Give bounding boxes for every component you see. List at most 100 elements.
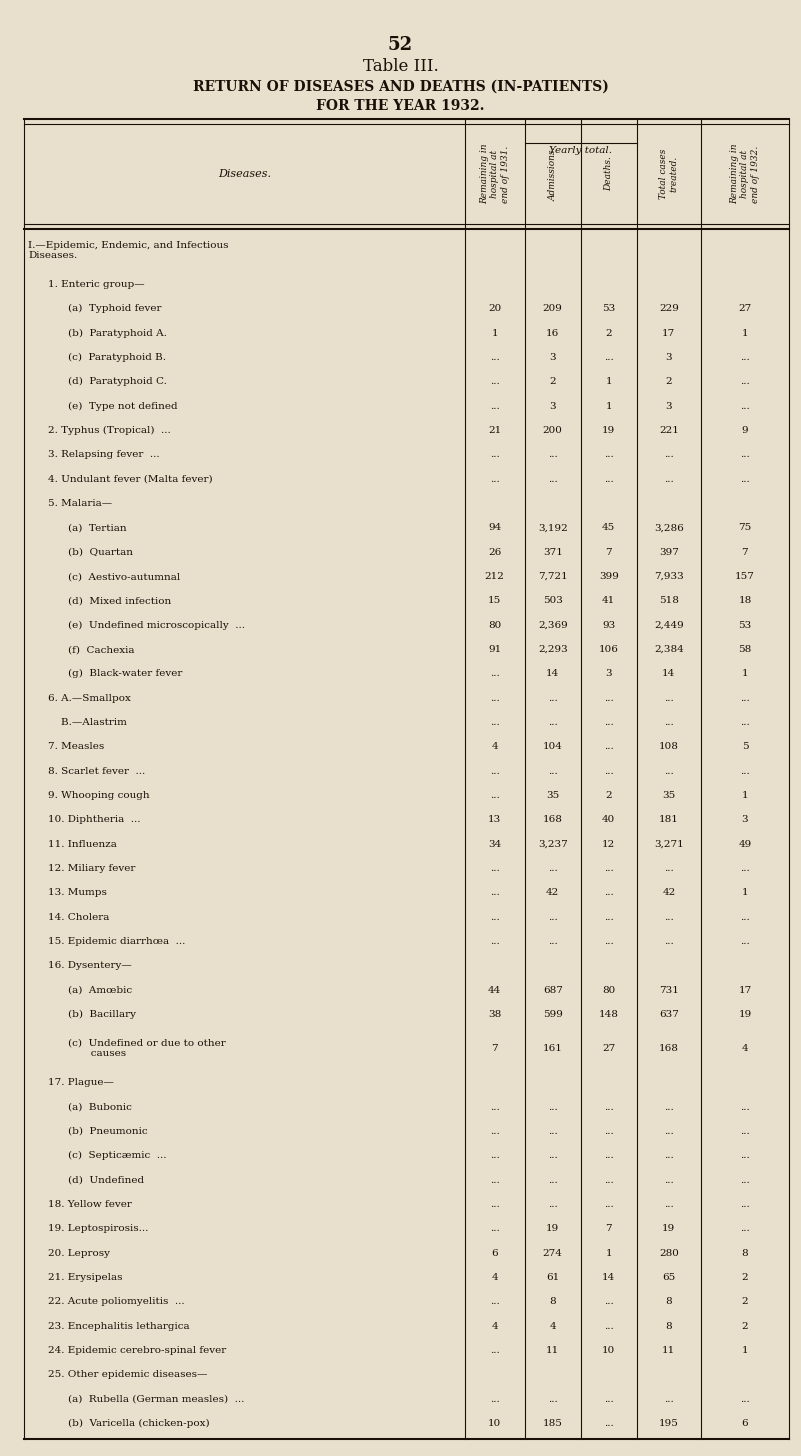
Text: ...: ...: [489, 1224, 500, 1233]
Text: ...: ...: [664, 450, 674, 460]
Text: Total cases
treated.: Total cases treated.: [659, 149, 678, 199]
Text: 45: 45: [602, 523, 615, 533]
Text: ...: ...: [548, 863, 557, 874]
Text: 19: 19: [546, 1224, 559, 1233]
Text: Table III.: Table III.: [363, 58, 438, 76]
Text: ...: ...: [740, 377, 750, 386]
Text: 229: 229: [659, 304, 678, 313]
Text: 4: 4: [549, 1322, 556, 1331]
Text: ...: ...: [548, 450, 557, 460]
Text: 221: 221: [659, 427, 678, 435]
Text: ...: ...: [489, 1200, 500, 1208]
Text: Remaining in
hospital at
end of 1931.: Remaining in hospital at end of 1931.: [480, 144, 509, 204]
Text: ...: ...: [664, 1175, 674, 1185]
Text: ...: ...: [604, 1127, 614, 1136]
Text: 200: 200: [543, 427, 562, 435]
Text: 40: 40: [602, 815, 615, 824]
Text: 15: 15: [488, 597, 501, 606]
Text: ...: ...: [604, 767, 614, 776]
Text: 7: 7: [606, 547, 612, 556]
Text: (f)  Cachexia: (f) Cachexia: [68, 645, 135, 654]
Text: (b)  Pneumonic: (b) Pneumonic: [68, 1127, 147, 1136]
Text: 1: 1: [491, 329, 498, 338]
Text: ...: ...: [740, 352, 750, 363]
Text: ...: ...: [489, 1102, 500, 1111]
Text: 21. Erysipelas: 21. Erysipelas: [48, 1273, 123, 1281]
Text: 11. Influenza: 11. Influenza: [48, 840, 117, 849]
Text: 8: 8: [666, 1322, 672, 1331]
Text: ...: ...: [489, 1345, 500, 1356]
Text: RETURN OF DISEASES AND DEATHS (IN-PATIENTS): RETURN OF DISEASES AND DEATHS (IN-PATIEN…: [192, 80, 609, 95]
Text: Deaths.: Deaths.: [604, 157, 614, 191]
Text: 61: 61: [546, 1273, 559, 1281]
Text: (e)  Type not defined: (e) Type not defined: [68, 402, 178, 411]
Text: 195: 195: [659, 1420, 678, 1428]
Text: 161: 161: [543, 1044, 562, 1053]
Text: 4: 4: [491, 1273, 498, 1281]
Text: (a)  Bubonic: (a) Bubonic: [68, 1102, 132, 1111]
Text: 23. Encephalitis lethargica: 23. Encephalitis lethargica: [48, 1322, 190, 1331]
Text: Diseases.: Diseases.: [218, 169, 271, 179]
Text: ...: ...: [604, 1297, 614, 1306]
Text: 108: 108: [659, 743, 678, 751]
Text: ...: ...: [548, 1395, 557, 1404]
Text: ...: ...: [548, 1175, 557, 1185]
Text: ...: ...: [489, 450, 500, 460]
Text: 2: 2: [666, 377, 672, 386]
Text: ...: ...: [740, 938, 750, 946]
Text: 274: 274: [543, 1249, 562, 1258]
Text: ...: ...: [489, 718, 500, 727]
Text: ...: ...: [548, 718, 557, 727]
Text: 3: 3: [742, 815, 748, 824]
Text: 209: 209: [543, 304, 562, 313]
Text: 3. Relapsing fever  ...: 3. Relapsing fever ...: [48, 450, 159, 460]
Text: ...: ...: [548, 1200, 557, 1208]
Text: 94: 94: [488, 523, 501, 533]
Text: 22. Acute poliomyelitis  ...: 22. Acute poliomyelitis ...: [48, 1297, 185, 1306]
Text: 7: 7: [491, 1044, 498, 1053]
Text: ...: ...: [548, 938, 557, 946]
Text: (g)  Black-water fever: (g) Black-water fever: [68, 670, 183, 678]
Text: ...: ...: [489, 377, 500, 386]
Text: 80: 80: [488, 620, 501, 630]
Text: ...: ...: [604, 863, 614, 874]
Text: 93: 93: [602, 620, 615, 630]
Text: 80: 80: [602, 986, 615, 994]
Text: ...: ...: [740, 693, 750, 703]
Text: (c)  Aestivo-autumnal: (c) Aestivo-autumnal: [68, 572, 180, 581]
Text: 9: 9: [742, 427, 748, 435]
Text: ...: ...: [548, 913, 557, 922]
Text: 25. Other epidemic diseases—: 25. Other epidemic diseases—: [48, 1370, 207, 1379]
Text: ...: ...: [740, 1127, 750, 1136]
Text: ...: ...: [664, 1395, 674, 1404]
Text: ...: ...: [604, 913, 614, 922]
Text: 371: 371: [543, 547, 562, 556]
Text: 4. Undulant fever (Malta fever): 4. Undulant fever (Malta fever): [48, 475, 213, 483]
Text: 4: 4: [742, 1044, 748, 1053]
Text: ...: ...: [740, 450, 750, 460]
Text: ...: ...: [740, 863, 750, 874]
Text: 503: 503: [543, 597, 562, 606]
Text: (e)  Undefined microscopically  ...: (e) Undefined microscopically ...: [68, 620, 245, 630]
Text: 5. Malaria—: 5. Malaria—: [48, 499, 112, 508]
Text: 19. Leptospirosis...: 19. Leptospirosis...: [48, 1224, 148, 1233]
Text: FOR THE YEAR 1932.: FOR THE YEAR 1932.: [316, 99, 485, 114]
Text: 399: 399: [599, 572, 618, 581]
Text: ...: ...: [489, 938, 500, 946]
Text: ...: ...: [604, 1152, 614, 1160]
Text: 14. Cholera: 14. Cholera: [48, 913, 110, 922]
Text: 35: 35: [546, 791, 559, 801]
Text: 20. Leprosy: 20. Leprosy: [48, 1249, 110, 1258]
Text: 1: 1: [606, 1249, 612, 1258]
Text: (a)  Tertian: (a) Tertian: [68, 523, 127, 533]
Text: ...: ...: [664, 1200, 674, 1208]
Text: 14: 14: [546, 670, 559, 678]
Text: 1: 1: [606, 402, 612, 411]
Text: 2: 2: [606, 329, 612, 338]
Text: 2: 2: [742, 1297, 748, 1306]
Text: ...: ...: [548, 1102, 557, 1111]
Text: 687: 687: [543, 986, 562, 994]
Text: ...: ...: [489, 1297, 500, 1306]
Text: 280: 280: [659, 1249, 678, 1258]
Text: ...: ...: [664, 693, 674, 703]
